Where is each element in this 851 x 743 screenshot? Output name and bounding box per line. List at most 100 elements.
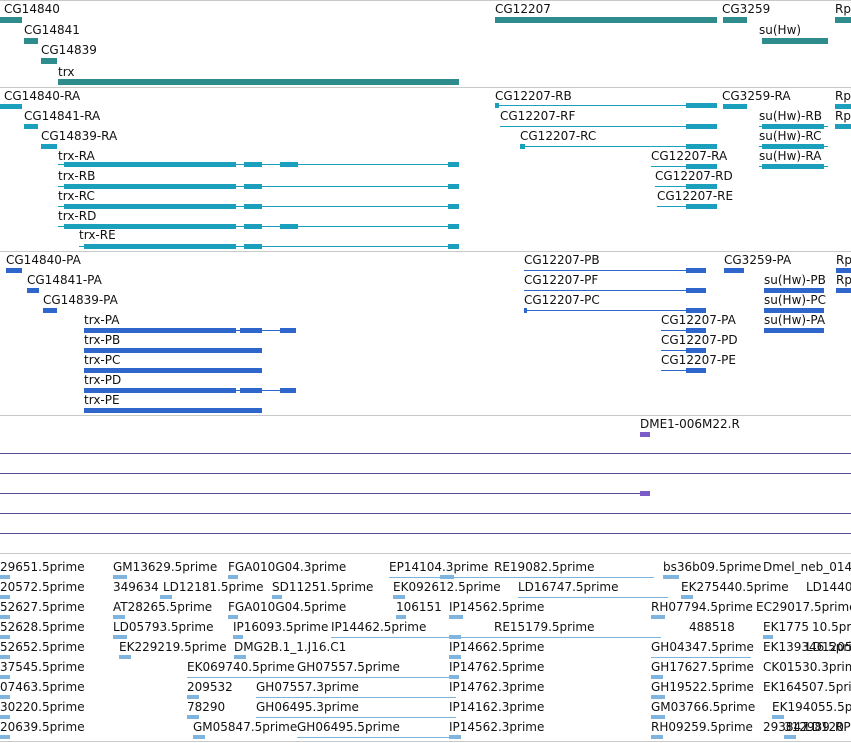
transcript-label[interactable]: CG12207-RA: [651, 149, 728, 163]
est-label[interactable]: IP14162.3prime: [449, 700, 545, 714]
protein-feature[interactable]: [724, 268, 744, 273]
gene-feature[interactable]: [835, 17, 851, 23]
est-label[interactable]: GH19522.5prime: [651, 680, 754, 694]
est-label[interactable]: 106151: [396, 600, 442, 614]
est-label[interactable]: 37545.5prime: [0, 660, 85, 674]
est-label[interactable]: IP14562.3prime: [449, 720, 545, 734]
est-label[interactable]: EP14104.3prime: [389, 560, 489, 574]
est-label[interactable]: 293847: [763, 720, 809, 734]
protein-label[interactable]: trx-PC: [84, 353, 121, 367]
transcript-label[interactable]: trx-RE: [79, 228, 116, 242]
est-label[interactable]: RH09259.5prime: [651, 720, 753, 734]
protein-label[interactable]: CG3259-PA: [724, 253, 792, 267]
est-label[interactable]: LD16747.5prime: [518, 580, 619, 594]
transcript-label[interactable]: Rp: [835, 109, 851, 123]
est-label[interactable]: 20572.5prime: [0, 580, 85, 594]
est-label[interactable]: LD05793.5prime: [113, 620, 214, 634]
gene-feature[interactable]: [58, 79, 459, 85]
protein-feature[interactable]: [43, 308, 57, 313]
protein-feature[interactable]: [764, 288, 824, 293]
est-label[interactable]: EC29017.5prime: [756, 600, 851, 614]
est-label[interactable]: AT28265.5prime: [113, 600, 213, 614]
clone-label[interactable]: DME1-006M22.R: [640, 417, 740, 431]
est-label[interactable]: 52628.5prime: [0, 620, 85, 634]
transcript-label[interactable]: CG12207-RF: [500, 109, 576, 123]
gene-feature[interactable]: [41, 58, 57, 64]
est-label[interactable]: RE15179.5prime: [494, 620, 595, 634]
protein-feature[interactable]: [836, 268, 851, 273]
est-label[interactable]: 488518: [689, 620, 735, 634]
protein-label[interactable]: trx-PA: [84, 313, 120, 327]
gene-label[interactable]: CG14840: [4, 2, 60, 16]
transcript-label[interactable]: CG14840-RA: [4, 89, 81, 103]
est-label[interactable]: LD12181.5prime: [163, 580, 264, 594]
est-label[interactable]: EK139346.5prime: [763, 640, 851, 654]
protein-feature[interactable]: [27, 288, 39, 293]
protein-feature[interactable]: [764, 308, 824, 313]
clone-feature[interactable]: [0, 473, 851, 474]
est-label[interactable]: SD11251.5prime: [272, 580, 374, 594]
gene-label[interactable]: trx: [58, 65, 75, 79]
transcript-label[interactable]: trx-RD: [58, 209, 97, 223]
est-label[interactable]: EK164507.5prime: [763, 680, 851, 694]
est-label[interactable]: IP14762.5prime: [449, 660, 545, 674]
est-label[interactable]: EK1775: [763, 620, 809, 634]
clone-feature[interactable]: [0, 513, 851, 514]
est-label[interactable]: IP14662.5prime: [449, 640, 545, 654]
est-label[interactable]: CK01530.3prime: [763, 660, 851, 674]
est-label[interactable]: IP14762.3prime: [449, 680, 545, 694]
gene-feature[interactable]: [24, 38, 38, 44]
transcript-label[interactable]: CG12207-RD: [655, 169, 733, 183]
est-label[interactable]: 209532: [187, 680, 233, 694]
transcript-feature[interactable]: [24, 124, 38, 129]
est-label[interactable]: GM03766.5prime: [651, 700, 756, 714]
transcript-label[interactable]: CG12207-RB: [495, 89, 572, 103]
gene-feature[interactable]: [762, 38, 828, 44]
est-label[interactable]: GH17627.5prime: [651, 660, 754, 674]
transcript-label[interactable]: su(Hw)-RB: [759, 109, 822, 123]
est-label[interactable]: GH06495.3prime: [256, 700, 359, 714]
transcript-label[interactable]: CG14839-RA: [41, 129, 118, 143]
protein-label[interactable]: CG12207-PD: [661, 333, 738, 347]
transcript-feature[interactable]: [41, 144, 57, 149]
est-label[interactable]: Dmel_neb_014: [763, 560, 851, 574]
est-label[interactable]: IP16093.5prime: [233, 620, 329, 634]
est-label[interactable]: EK092612.5prime: [393, 580, 501, 594]
est-label[interactable]: 07463.5prime: [0, 680, 85, 694]
transcript-label[interactable]: CG14841-RA: [24, 109, 101, 123]
est-label[interactable]: LD1205: [806, 640, 851, 654]
protein-label[interactable]: CG12207-PF: [524, 273, 599, 287]
gene-label[interactable]: CG14839: [41, 43, 97, 57]
transcript-label[interactable]: CG12207-RC: [520, 129, 597, 143]
est-label[interactable]: bs36b09.5prime: [663, 560, 762, 574]
est-label[interactable]: EK229219.5prime: [119, 640, 227, 654]
protein-label[interactable]: CG14840-PA: [6, 253, 81, 267]
protein-label[interactable]: trx-PE: [84, 393, 120, 407]
est-label[interactable]: 52652.5prime: [0, 640, 85, 654]
est-label[interactable]: GM05847.5prime: [193, 720, 298, 734]
gene-label[interactable]: su(Hw): [759, 23, 802, 37]
transcript-label[interactable]: su(Hw)-RC: [759, 129, 822, 143]
transcript-label[interactable]: trx-RB: [58, 169, 96, 183]
clone-feature[interactable]: [0, 533, 851, 534]
protein-label[interactable]: su(Hw)-PC: [764, 293, 827, 307]
transcript-feature[interactable]: [723, 104, 747, 109]
protein-label[interactable]: su(Hw)-PA: [764, 313, 826, 327]
protein-label[interactable]: trx-PD: [84, 373, 122, 387]
gene-label[interactable]: CG12207: [495, 2, 551, 16]
gene-label[interactable]: CG3259: [722, 2, 771, 16]
gene-feature[interactable]: [495, 17, 717, 23]
est-label[interactable]: FGA010G04.5prime: [228, 600, 347, 614]
gene-feature[interactable]: [0, 17, 22, 23]
est-label[interactable]: 30220.5prime: [0, 700, 85, 714]
transcript-feature[interactable]: [835, 124, 851, 129]
est-label[interactable]: DMG2B.1_1.J16.C1: [234, 640, 347, 654]
est-label[interactable]: GH06495.5prime: [297, 720, 400, 734]
protein-feature[interactable]: [764, 328, 824, 333]
clone-feature[interactable]: [640, 491, 650, 496]
clone-feature[interactable]: [0, 453, 851, 454]
gene-feature[interactable]: [723, 17, 747, 23]
est-label[interactable]: EK069740.5prime: [187, 660, 295, 674]
gene-label[interactable]: CG14841: [24, 23, 80, 37]
clone-feature[interactable]: [640, 432, 650, 437]
